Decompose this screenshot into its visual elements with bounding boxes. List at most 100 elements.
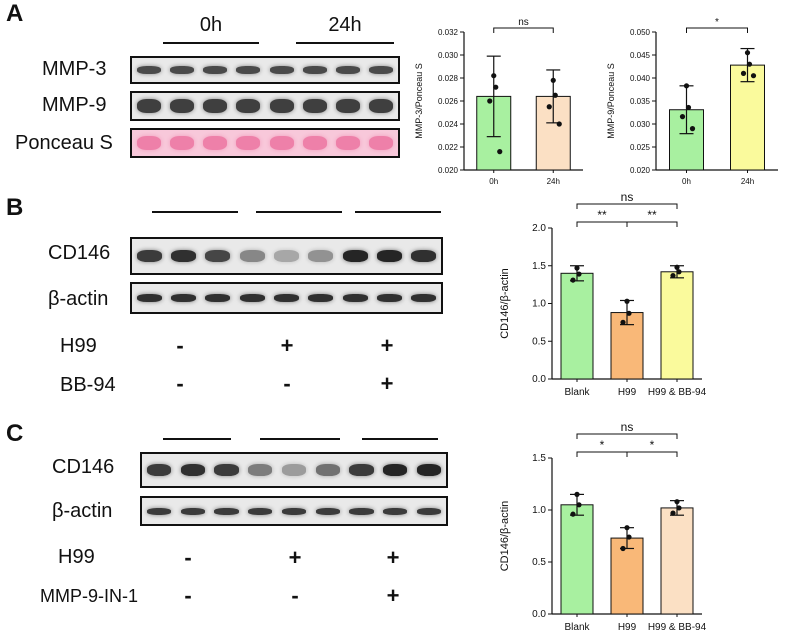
blot-band <box>336 136 361 150</box>
data-point <box>620 545 626 552</box>
sign-c-h99-1: - <box>184 545 192 570</box>
y-tick-label: 0.020 <box>438 166 459 175</box>
blot-band <box>308 294 334 302</box>
blot-band <box>342 294 368 302</box>
data-point <box>750 73 757 79</box>
y-tick-label: 0.020 <box>630 166 651 175</box>
blot-label-mmp3: MMP-3 <box>42 58 107 80</box>
blot-label-cd146-c: CD146 <box>52 456 115 478</box>
data-point <box>546 104 552 110</box>
blot-band <box>214 507 239 515</box>
blot-label-mmp9: MMP-9 <box>42 94 107 116</box>
significance-bracket <box>576 203 678 209</box>
x-tick-label: H99 <box>618 622 637 632</box>
data-point <box>674 264 680 270</box>
data-point <box>620 319 626 325</box>
blot-band <box>136 250 162 262</box>
data-point <box>576 271 582 277</box>
chart-cd146-b: 0.0 0.5 1.0 1.5 2.0 CD146/β-actin Blank H99 H99 … <box>499 192 707 398</box>
data-point <box>626 310 632 316</box>
condition-label-mmp9-in-1: MMP-9-IN-1 <box>40 586 138 606</box>
chart-mmp3-ponceau: 0.020 0.022 0.024 0.026 0.028 0.030 0.032 MMP-3… <box>414 17 583 186</box>
data-point <box>574 265 580 271</box>
significance-bracket <box>576 221 628 227</box>
blot-band <box>203 66 228 74</box>
significance-label: ns <box>518 17 529 28</box>
blot-band <box>214 464 239 476</box>
bar <box>660 271 694 380</box>
y-tick-label: 0.025 <box>630 143 651 152</box>
blot-label-actin-b: β-actin <box>48 288 109 310</box>
blot-band <box>315 464 340 476</box>
group-bar-b-2 <box>256 211 342 213</box>
sign-b-bb94-1: - <box>176 371 184 396</box>
blot-band <box>203 136 228 150</box>
blot-band <box>205 250 231 262</box>
blot-band <box>349 464 374 476</box>
data-point <box>576 502 582 508</box>
y-tick-label: 0.022 <box>438 143 459 152</box>
significance-label: ** <box>647 208 657 222</box>
data-point <box>676 505 682 511</box>
blot-band <box>239 294 265 302</box>
western-blot-cd146-b <box>130 237 443 275</box>
blot-band <box>377 294 402 302</box>
sign-c-mmp9-1: - <box>184 583 192 608</box>
blot-band <box>383 507 408 515</box>
panel-letter-c: C <box>6 420 24 447</box>
blot-band <box>281 464 307 476</box>
chart-cd146-c: 0.0 0.5 1.0 1.5 CD146/β-actin Blank H99 H99 & B… <box>499 420 707 632</box>
blot-band <box>308 250 334 262</box>
bar <box>660 507 694 615</box>
blot-band <box>146 464 172 476</box>
significance-bracket <box>576 433 678 439</box>
y-tick-label: 1.0 <box>532 505 546 516</box>
blot-band <box>411 250 437 262</box>
blot-band <box>236 136 261 150</box>
significance-label: * <box>715 17 719 28</box>
sign-b-bb94-2: - <box>283 371 291 396</box>
y-tick-label: 0.026 <box>438 97 459 106</box>
x-tick-label: Blank <box>564 387 590 398</box>
western-blot-cd146-c <box>140 452 448 488</box>
group-label-24h: 24h <box>328 14 362 36</box>
data-point <box>491 73 497 79</box>
data-point <box>570 277 576 283</box>
blot-band <box>302 99 327 113</box>
x-tick-label: 0h <box>682 177 691 186</box>
blot-band <box>136 66 161 74</box>
blot-band <box>136 294 162 302</box>
blot-band <box>136 99 161 113</box>
y-tick-label: 1.5 <box>532 453 546 464</box>
data-point <box>626 534 632 540</box>
blot-band <box>136 136 161 150</box>
sign-c-mmp9-3: + <box>386 583 400 608</box>
blot-band <box>239 250 265 262</box>
bar <box>610 537 644 615</box>
blot-band <box>169 99 194 113</box>
group-bar-0h <box>163 42 259 44</box>
y-tick-label: 0.030 <box>438 51 459 60</box>
blot-label-ponceau: Ponceau S <box>15 132 113 154</box>
data-point <box>497 149 503 155</box>
y-tick-label: 0.024 <box>438 120 459 129</box>
blot-band <box>336 66 361 74</box>
ponceau-stain <box>130 128 400 158</box>
blot-band <box>416 507 442 515</box>
blot-band <box>236 66 261 74</box>
sign-b-bb94-3: + <box>380 371 394 396</box>
blot-band <box>369 66 394 74</box>
blot-band <box>369 136 394 150</box>
blot-band <box>383 464 408 476</box>
data-point <box>679 114 686 120</box>
y-tick-label: 0.5 <box>532 557 546 568</box>
blot-band <box>169 66 194 74</box>
data-point <box>550 77 556 83</box>
x-tick-label: 24h <box>547 177 560 186</box>
blot-band <box>342 250 368 262</box>
blot-band <box>171 250 196 262</box>
condition-label-bb94: BB-94 <box>60 374 116 396</box>
blot-band <box>369 99 394 113</box>
blot-band <box>205 294 231 302</box>
data-point <box>570 511 576 517</box>
